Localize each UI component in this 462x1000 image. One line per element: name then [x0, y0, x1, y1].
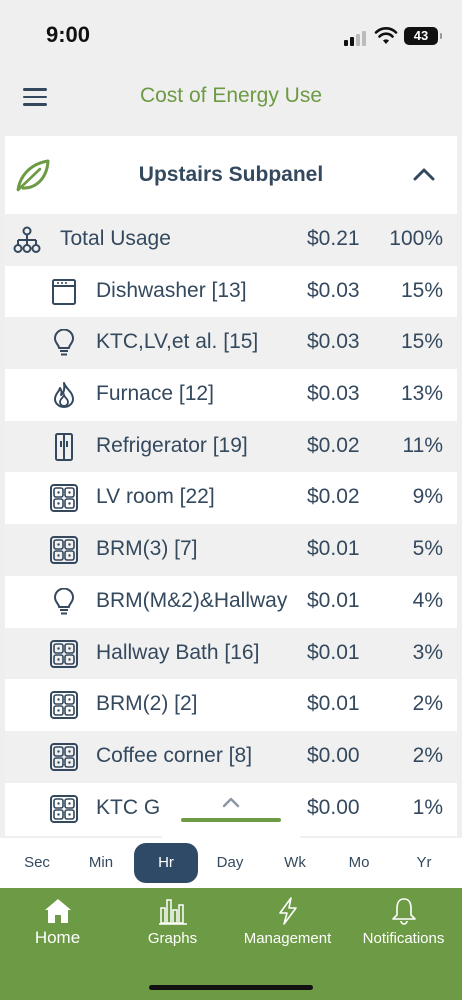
list-item-total-usage[interactable]: Total Usage $0.21 100% — [5, 214, 457, 266]
item-name: Furnace [12] — [96, 382, 214, 406]
range-wk[interactable]: Wk — [284, 854, 306, 871]
nav-notifications[interactable]: Notifications — [346, 888, 461, 968]
status-bar: 9:00 43 — [0, 0, 462, 64]
bar-chart-icon — [158, 899, 187, 925]
range-mo[interactable]: Mo — [348, 854, 370, 871]
item-cost: $0.03 — [307, 278, 360, 302]
item-percent: 15% — [400, 330, 443, 354]
usage-list: Total Usage $0.21 100% Dishwasher [13] $… — [5, 214, 457, 835]
item-cost: $0.01 — [307, 640, 360, 664]
lightbulb-icon — [54, 587, 74, 615]
outlet-icon — [50, 484, 78, 513]
list-item-dishwasher[interactable]: Dishwasher [13] $0.03 15% — [5, 265, 457, 318]
range-hr[interactable]: Hr — [134, 843, 198, 883]
drawer-pull-tab[interactable] — [162, 788, 300, 840]
item-name: BRM(M&2)&Hallway — [96, 588, 288, 612]
outlet-icon — [50, 742, 78, 771]
nav-label: Management — [243, 930, 332, 947]
item-percent: 5% — [412, 537, 443, 561]
item-name: BRM(3) [7] — [96, 537, 198, 561]
item-name: Refrigerator [19] — [96, 433, 248, 457]
battery-icon: 43 — [404, 27, 442, 45]
range-day[interactable]: Day — [216, 854, 244, 871]
item-name: LV room [22] — [96, 485, 215, 509]
status-time: 9:00 — [46, 22, 91, 47]
item-percent: 1% — [412, 795, 443, 819]
item-name: KTC,LV,et al. [15] — [96, 330, 259, 354]
hamburger-menu-icon[interactable] — [23, 88, 47, 106]
item-cost: $0.21 — [307, 227, 360, 250]
dishwasher-icon — [52, 278, 76, 305]
item-percent: 15% — [400, 278, 443, 302]
list-item-furnace[interactable]: Furnace [12] $0.03 13% — [5, 369, 457, 421]
page-title: Cost of Energy Use — [139, 84, 323, 107]
list-item-lv-room[interactable]: LV room [22] $0.02 9% — [5, 472, 457, 525]
item-cost: $0.00 — [307, 743, 360, 767]
lightning-icon — [278, 897, 297, 925]
outlet-icon — [50, 639, 78, 668]
subpanel-card: Upstairs Subpanel Total Usage $0.21 100% — [5, 136, 457, 836]
outlet-icon — [50, 536, 78, 565]
cellular-signal-icon — [344, 30, 370, 46]
list-item-ktc-lv[interactable]: KTC,LV,et al. [15] $0.03 15% — [5, 317, 457, 370]
item-percent: 100% — [389, 227, 443, 250]
refrigerator-icon — [55, 432, 73, 461]
range-min[interactable]: Min — [88, 854, 114, 871]
leaf-icon — [16, 159, 50, 192]
chevron-up-icon[interactable] — [413, 166, 435, 182]
item-name: Dishwasher [13] — [96, 278, 247, 302]
time-range-selector: Sec Min Hr Day Wk Mo Yr — [0, 838, 462, 888]
nav-label: Notifications — [362, 930, 445, 947]
item-cost: $0.02 — [307, 433, 360, 457]
range-yr[interactable]: Yr — [416, 854, 432, 871]
nav-label: Graphs — [147, 930, 198, 947]
hierarchy-icon — [13, 226, 41, 253]
item-cost: $0.02 — [307, 485, 360, 509]
item-name: Coffee corner [8] — [96, 743, 253, 767]
item-percent: 2% — [412, 692, 443, 716]
item-cost: $0.01 — [307, 588, 360, 612]
outlet-icon — [50, 794, 78, 823]
item-cost: $0.00 — [307, 795, 360, 819]
wifi-icon — [374, 27, 398, 44]
item-cost: $0.03 — [307, 382, 360, 406]
outlet-icon — [50, 691, 78, 720]
nav-management[interactable]: Management — [230, 888, 345, 968]
drawer-handle — [181, 818, 281, 822]
item-percent: 3% — [412, 640, 443, 664]
list-item-hallway-bath[interactable]: Hallway Bath [16] $0.01 3% — [5, 627, 457, 680]
item-percent: 13% — [400, 382, 443, 406]
nav-label: Home — [34, 928, 81, 947]
item-percent: 4% — [412, 588, 443, 612]
flame-icon — [54, 382, 74, 409]
bell-icon — [391, 898, 416, 925]
list-item-brm3[interactable]: BRM(3) [7] $0.01 5% — [5, 524, 457, 576]
item-name: BRM(2) [2] — [96, 692, 198, 716]
bottom-nav: Home Graphs Management Notifications — [0, 888, 462, 1000]
list-item-refrigerator[interactable]: Refrigerator [19] $0.02 11% — [5, 420, 457, 473]
item-cost: $0.03 — [307, 330, 360, 354]
item-cost: $0.01 — [307, 537, 360, 561]
home-icon — [44, 899, 71, 923]
app-header: Cost of Energy Use — [0, 64, 462, 132]
subpanel-title: Upstairs Subpanel — [138, 163, 324, 186]
chevron-up-icon — [222, 797, 240, 808]
list-item-brm-m2-hallway[interactable]: BRM(M&2)&Hallway $0.01 4% — [5, 575, 457, 628]
home-indicator — [149, 985, 313, 990]
range-sec[interactable]: Sec — [24, 854, 50, 871]
list-item-brm2[interactable]: BRM(2) [2] $0.01 2% — [5, 679, 457, 731]
item-percent: 11% — [402, 433, 443, 457]
item-name: Hallway Bath [16] — [96, 640, 260, 664]
nav-graphs[interactable]: Graphs — [115, 888, 230, 968]
subpanel-header[interactable]: Upstairs Subpanel — [5, 136, 457, 214]
item-percent: 9% — [412, 485, 443, 509]
lightbulb-icon — [54, 329, 74, 356]
list-item-coffee-corner[interactable]: Coffee corner [8] $0.00 2% — [5, 730, 457, 783]
item-cost: $0.01 — [307, 692, 360, 716]
item-name: Total Usage — [60, 227, 171, 250]
item-percent: 2% — [412, 743, 443, 767]
nav-home[interactable]: Home — [0, 888, 115, 968]
